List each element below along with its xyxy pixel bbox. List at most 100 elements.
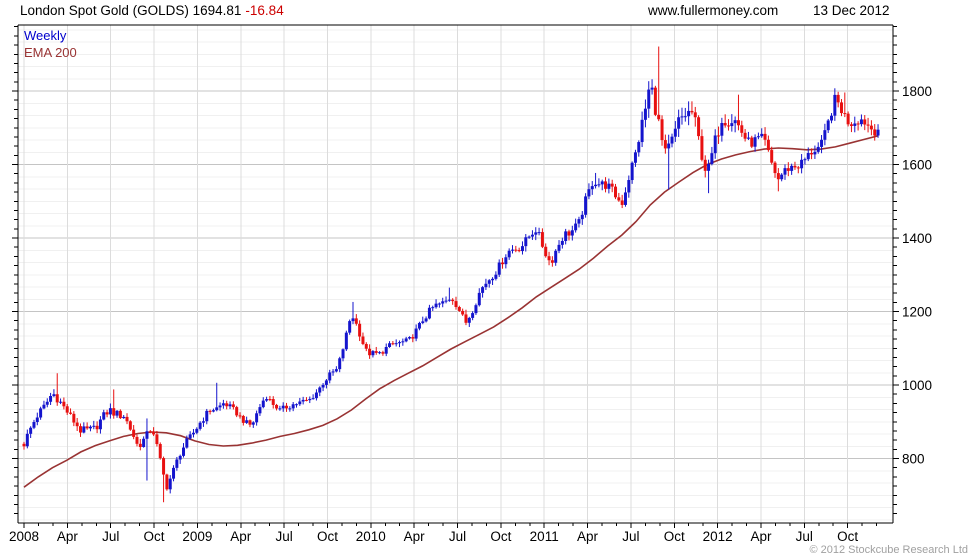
candle-body (707, 163, 711, 171)
candle-body (653, 87, 657, 115)
candle-body (869, 125, 873, 130)
candle-body (843, 113, 847, 115)
candle-body (205, 410, 209, 422)
candle-body (547, 256, 551, 261)
candle-body (826, 120, 830, 131)
candle-body (487, 280, 491, 284)
candle-body (78, 426, 82, 433)
x-axis-label: Oct (317, 529, 338, 544)
candle-body (597, 184, 601, 186)
candle-body (667, 143, 671, 149)
y-axis: 800 1000 1200 1400 1600 1800 (12, 26, 932, 515)
candle-body (178, 455, 182, 460)
candle-body (594, 184, 598, 187)
candle-body (454, 301, 458, 308)
candle-body (251, 422, 255, 425)
candle-body (427, 307, 431, 319)
candle-body (371, 351, 375, 356)
candle-body (128, 421, 132, 430)
candle-body (743, 132, 747, 139)
x-axis-label: Jul (449, 529, 466, 544)
candle-body (112, 408, 116, 416)
candle-body (88, 426, 92, 429)
candle-body (148, 431, 152, 433)
candle-body (29, 427, 33, 434)
candle-body (687, 110, 691, 117)
candle-body (191, 432, 195, 435)
candle-body (753, 137, 757, 147)
candle-body (275, 404, 279, 409)
candle-body (766, 139, 770, 151)
candle-body (198, 422, 202, 429)
candle-body (520, 246, 524, 252)
x-axis-label: 2010 (356, 529, 386, 544)
candle-body (756, 136, 760, 138)
candle-body (235, 407, 239, 416)
candle-body (411, 337, 415, 339)
candle-body (859, 119, 863, 125)
candle-body (873, 129, 877, 136)
candle-body (122, 416, 126, 419)
candle-body (783, 168, 787, 175)
candle-body (680, 116, 684, 118)
candle-body (211, 410, 215, 412)
candle-body (474, 305, 478, 314)
candle-body (830, 115, 834, 121)
candle-body (457, 307, 461, 311)
candle-body (285, 405, 289, 409)
candle-body (152, 431, 156, 435)
candle-body (85, 426, 89, 429)
candle-body (780, 174, 784, 180)
candle-body (637, 142, 641, 153)
candle-body (647, 89, 651, 109)
candle-body (165, 474, 169, 490)
candle-body (69, 412, 73, 414)
x-axis-label: Oct (664, 529, 685, 544)
candle-body (221, 403, 225, 406)
candle-body (441, 301, 445, 304)
candle-body (461, 310, 465, 315)
y-axis-label: 1600 (902, 158, 932, 173)
candle-body (564, 231, 568, 241)
candle-body (683, 116, 687, 118)
candle-body (145, 431, 149, 439)
candle-body (52, 394, 56, 397)
x-axis-label: 2008 (9, 529, 39, 544)
x-axis-label: Jul (622, 529, 639, 544)
candle-body (464, 314, 468, 323)
candle-body (720, 123, 724, 136)
candle-body (138, 443, 142, 448)
y-axis-label: 1800 (902, 84, 932, 99)
candle-body (45, 401, 49, 405)
candle-body (437, 303, 441, 305)
candle-body (876, 129, 880, 136)
candle-body (65, 406, 69, 413)
candles-down (22, 46, 877, 503)
candle-body (431, 307, 435, 309)
candle-body (727, 125, 730, 127)
candle-body (59, 401, 63, 403)
candle-body (773, 162, 777, 174)
candle-body (201, 421, 205, 423)
candle-body (630, 162, 634, 181)
x-axis: 2008 Apr Jul Oct 2009 Apr Jul Oct 2010 Apr Jul Oct 2… (9, 523, 878, 544)
candle-body (75, 422, 79, 427)
candle-body (265, 399, 269, 401)
candle-body (640, 119, 644, 143)
candle-body (398, 342, 402, 344)
candle-body (231, 404, 235, 408)
x-axis-label: 2011 (530, 529, 559, 544)
candle-body (733, 120, 737, 124)
candle-body (577, 219, 581, 224)
candle-body (467, 317, 471, 323)
candle-body (328, 372, 332, 381)
copyright-notice: © 2012 Stockcube Research Ltd (809, 544, 968, 556)
candle-body (590, 186, 594, 190)
candle-body (105, 412, 109, 415)
candle-body (574, 223, 578, 231)
candle-body (32, 422, 36, 428)
candle-body (451, 299, 455, 302)
candle-body (132, 429, 136, 437)
price-change: -16.84 (245, 3, 284, 18)
